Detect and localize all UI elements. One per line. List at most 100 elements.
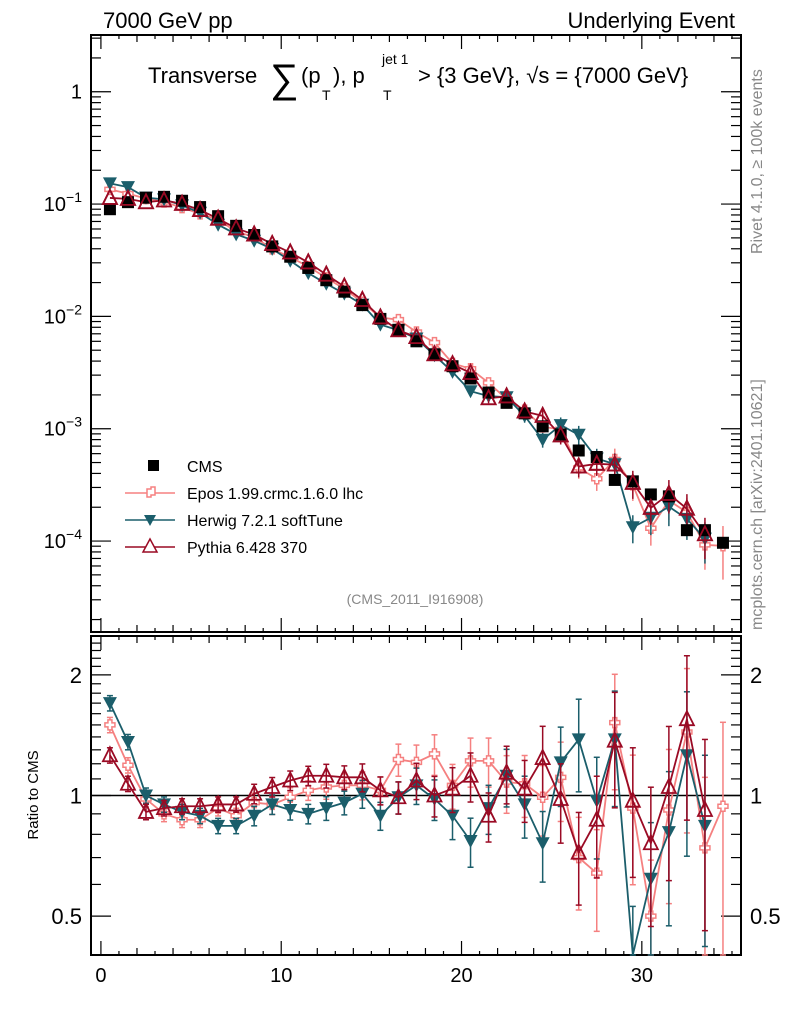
- main-point-pythia: [426, 344, 443, 362]
- title-prefix: Transverse: [148, 63, 257, 88]
- ratio-point-epos: [104, 719, 116, 731]
- ratio-point-pythia: [389, 787, 407, 805]
- main-point-cms: [626, 475, 639, 488]
- ratio-point-epos: [482, 755, 495, 767]
- main-point-herwig: [102, 177, 117, 191]
- ratio-point-pythia: [263, 776, 281, 794]
- ratio-point-herwig: [463, 834, 478, 848]
- x-tick-label: 0: [95, 965, 106, 987]
- legend-item-pythia: Pythia 6.428 370: [125, 537, 307, 557]
- legend-item-herwig: Herwig 7.2.1 softTune: [125, 513, 343, 530]
- main-point-pythia: [480, 388, 498, 406]
- ratio-point-pythia: [624, 790, 642, 808]
- x-tick-label: 30: [631, 965, 653, 987]
- ratio-point-herwig: [355, 787, 370, 801]
- main-point-cms: [608, 473, 621, 486]
- main-point-pythia: [552, 425, 570, 443]
- ratio-point-pythia: [534, 748, 552, 765]
- x-tick-label: 10: [270, 965, 292, 987]
- legend: CMS Epos 1.99.crmc.1.6.0 lhc Herwig 7.2.…: [125, 459, 363, 557]
- ratio-point-pythia: [552, 789, 570, 806]
- ratio-point-herwig: [120, 735, 135, 749]
- main-point-pythia: [299, 252, 317, 270]
- main-point-pythia: [516, 401, 534, 419]
- main-point-pythia: [588, 453, 606, 471]
- main-point-herwig: [120, 181, 135, 195]
- main-point-herwig: [571, 428, 586, 442]
- ratio-point-pythia: [606, 730, 624, 748]
- main-point-cms: [284, 250, 297, 263]
- ratio-point-herwig: [138, 789, 153, 803]
- y-tick-label-right: 1: [750, 784, 762, 809]
- ratio-point-pythia: [498, 762, 516, 780]
- main-point-cms: [680, 524, 693, 537]
- ratio-point-pythia: [642, 833, 660, 851]
- main-point-pythia: [263, 233, 281, 251]
- ratio-point-pythia: [101, 745, 119, 763]
- main-point-pythia: [407, 327, 425, 345]
- ratio-point-pythia: [245, 783, 263, 801]
- main-point-pythia: [137, 192, 155, 210]
- ratio-point-epos: [392, 753, 405, 766]
- main-point-epos: [428, 336, 441, 349]
- main-point-pythia: [371, 307, 389, 325]
- legend-item-epos: Epos 1.99.crmc.1.6.0 lhc: [125, 486, 363, 503]
- ratio-point-herwig: [553, 756, 568, 770]
- main-point-pythia: [696, 524, 714, 542]
- title-sub2: T: [383, 87, 392, 103]
- main-point-pythia: [191, 200, 209, 218]
- ratio-point-pythia: [462, 765, 479, 783]
- main-point-pythia: [155, 190, 173, 208]
- ratio-point-herwig: [229, 819, 244, 833]
- main-point-cms: [338, 285, 351, 298]
- main-point-pythia: [678, 498, 696, 516]
- main-point-epos: [591, 473, 603, 485]
- main-point-cms: [644, 488, 657, 501]
- analysis-category-label: Underlying Event: [567, 8, 735, 33]
- y-tick-label: 2: [70, 663, 82, 688]
- main-line-pythia: [109, 197, 706, 535]
- title-part3: > {3 GeV}, √s = {7000 GeV}: [418, 63, 688, 88]
- legend-marker-cms: [148, 460, 159, 471]
- title-sup: jet 1: [381, 51, 409, 67]
- ratio-point-pythia: [660, 776, 678, 794]
- main-point-pythia: [317, 264, 335, 282]
- ratio-point-pythia: [299, 765, 317, 783]
- main-point-pythia: [119, 188, 137, 206]
- ratio-point-pythia: [516, 778, 534, 796]
- ratio-point-pythia: [173, 796, 191, 814]
- x-tick-label: 20: [450, 965, 472, 987]
- ratio-point-herwig: [211, 819, 226, 833]
- ratio-point-pythia: [119, 773, 137, 791]
- main-point-pythia: [570, 456, 588, 474]
- main-point-cms: [572, 444, 585, 457]
- title-sum-symbol: ∑: [270, 57, 299, 101]
- main-point-pythia: [173, 193, 191, 211]
- main-point-cms: [230, 219, 243, 232]
- legend-label-epos: Epos 1.99.crmc.1.6.0 lhc: [187, 486, 363, 503]
- rivet-version-label: Rivet 4.1.0, ≥ 100k events: [749, 69, 766, 254]
- main-point-cms: [103, 203, 116, 216]
- ratio-point-pythia: [353, 767, 371, 785]
- legend-label-herwig: Herwig 7.2.1 softTune: [187, 513, 343, 530]
- y-tick-label-right: 0.5: [750, 904, 781, 929]
- title-sub1: T: [322, 87, 331, 103]
- main-point-cms: [716, 536, 729, 549]
- main-point-pythia: [227, 218, 245, 236]
- ratio-point-herwig: [301, 807, 316, 821]
- main-point-pythia: [335, 276, 353, 294]
- ratio-point-herwig: [319, 802, 334, 816]
- title-part2: ), p: [333, 63, 365, 88]
- y-tick-label: 1: [71, 82, 82, 104]
- ratio-point-pythia: [335, 767, 353, 785]
- ratio-point-herwig: [283, 804, 298, 818]
- ratio-point-epos: [717, 800, 729, 813]
- main-point-pythia: [101, 187, 119, 205]
- main-point-pythia: [245, 224, 263, 242]
- y-tick-label: 1: [70, 784, 82, 809]
- ratio-point-pythia: [281, 770, 299, 788]
- analysis-id-label: (CMS_2011_I916908): [347, 591, 484, 607]
- main-point-herwig: [625, 521, 640, 535]
- main-point-herwig: [463, 385, 478, 399]
